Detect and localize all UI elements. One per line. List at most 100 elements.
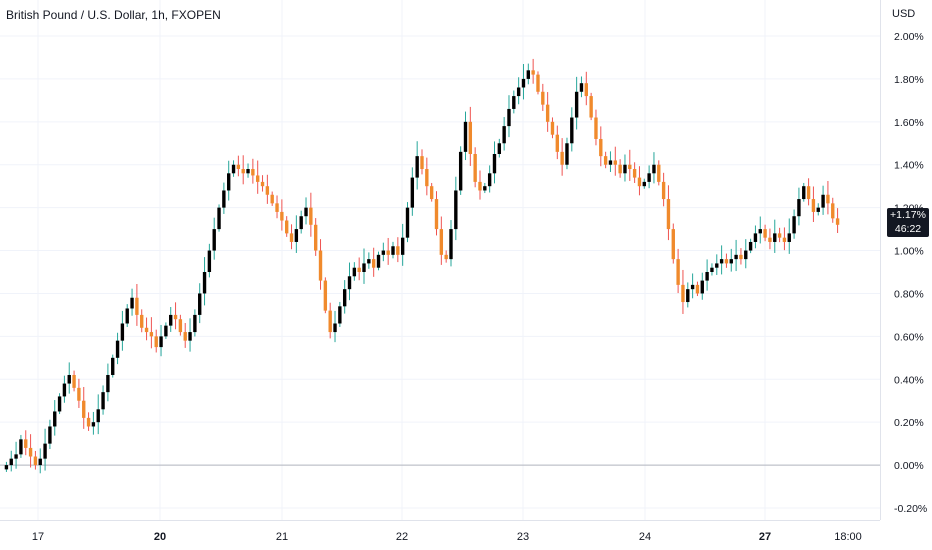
candle-body xyxy=(497,143,502,154)
candle-body xyxy=(405,207,410,238)
candle-body xyxy=(265,186,270,195)
candle-body xyxy=(173,314,178,320)
candle-body xyxy=(642,181,646,187)
candle-body xyxy=(371,259,376,268)
y-tick-label: 0.40% xyxy=(894,374,924,386)
y-tick-label: 2.00% xyxy=(894,31,924,43)
candle-body xyxy=(410,177,415,208)
candle-body xyxy=(632,169,637,178)
candle-body xyxy=(705,272,709,281)
candle-body xyxy=(178,319,183,333)
candle-body xyxy=(429,186,434,200)
last-price-tag: +1.17% 46:22 xyxy=(887,208,929,237)
candle-body xyxy=(724,259,729,264)
candle-body xyxy=(787,233,791,242)
candle-body xyxy=(313,224,318,251)
candle-body xyxy=(86,417,91,427)
candle-body xyxy=(309,207,313,225)
price-axis[interactable]: 2.00%1.80%1.60%1.40%1.20%1.00%0.80%0.60%… xyxy=(894,31,927,515)
candle-body xyxy=(400,237,405,255)
candle-body xyxy=(231,164,236,174)
candle-body xyxy=(570,117,574,144)
candle-body xyxy=(9,458,13,466)
candle-body xyxy=(342,289,347,307)
candle-body xyxy=(536,74,540,92)
candle-body xyxy=(333,323,337,333)
candle-body xyxy=(502,126,506,144)
candle-body xyxy=(183,332,187,341)
candle-body xyxy=(376,254,381,268)
candle-body xyxy=(381,250,386,255)
candle-body xyxy=(299,216,303,230)
candle-body xyxy=(144,327,149,333)
candle-body xyxy=(280,211,284,221)
currency-label: USD xyxy=(892,8,916,20)
candle-body xyxy=(72,374,76,388)
candle-body xyxy=(159,336,163,348)
candle-body xyxy=(323,280,328,311)
candle-body xyxy=(710,267,714,272)
candle-body xyxy=(101,392,105,410)
y-tick-label: -0.20% xyxy=(894,503,927,515)
candle-body xyxy=(579,83,584,92)
x-tick-label: 21 xyxy=(276,531,288,543)
candle-body xyxy=(367,259,371,264)
candle-body xyxy=(802,186,806,200)
candle-body xyxy=(120,323,125,341)
candle-body xyxy=(328,310,332,333)
candle-body xyxy=(188,332,192,341)
candle-body xyxy=(53,411,57,427)
candle-body xyxy=(246,169,250,174)
candle-body xyxy=(458,151,463,191)
candle-body xyxy=(777,233,782,238)
candle-body xyxy=(647,173,651,182)
candle-body xyxy=(82,400,86,418)
candle-body xyxy=(821,194,825,208)
candle-body xyxy=(362,263,366,272)
candle-body xyxy=(487,173,492,187)
candle-body xyxy=(715,263,719,268)
grid-lines xyxy=(0,0,880,520)
x-tick-label: 23 xyxy=(517,531,529,543)
candle-body xyxy=(690,284,695,290)
candle-body xyxy=(275,203,279,212)
candle-body xyxy=(212,229,216,251)
y-tick-label: 0.00% xyxy=(894,460,924,472)
candle-body xyxy=(43,443,47,459)
candle-body xyxy=(676,259,680,285)
candle-body xyxy=(811,199,816,212)
candle-body xyxy=(338,306,342,324)
candle-body xyxy=(758,229,762,234)
candle-body xyxy=(386,250,390,255)
candle-body xyxy=(545,104,550,122)
candle-body xyxy=(357,267,361,272)
bar-countdown: 46:22 xyxy=(894,223,922,235)
candle-body xyxy=(198,293,202,315)
candle-body xyxy=(115,340,120,358)
candle-body xyxy=(816,207,820,212)
candle-body xyxy=(831,203,835,219)
y-tick-label: 0.20% xyxy=(894,417,924,429)
candle-body xyxy=(661,181,666,200)
candle-body xyxy=(589,96,593,118)
candle-body xyxy=(434,199,439,230)
candle-body xyxy=(318,250,323,281)
candle-body xyxy=(744,250,748,260)
candle-body xyxy=(652,164,656,174)
candle-body xyxy=(24,439,28,448)
candle-body xyxy=(14,454,18,459)
candle-body xyxy=(193,314,197,333)
candle-body xyxy=(541,91,545,105)
candle-body xyxy=(444,254,448,260)
candle-body xyxy=(623,164,627,174)
candle-body xyxy=(739,254,743,260)
y-tick-label: 1.40% xyxy=(894,160,924,172)
candle-body xyxy=(521,78,526,88)
time-axis[interactable]: 17 20 21 22 23 24 27 18:00 xyxy=(32,531,862,543)
candle-body xyxy=(391,246,395,255)
candle-body xyxy=(613,160,617,165)
x-tick-label: 20 xyxy=(154,531,166,543)
candle-body xyxy=(700,280,704,294)
candle-body xyxy=(202,272,207,294)
